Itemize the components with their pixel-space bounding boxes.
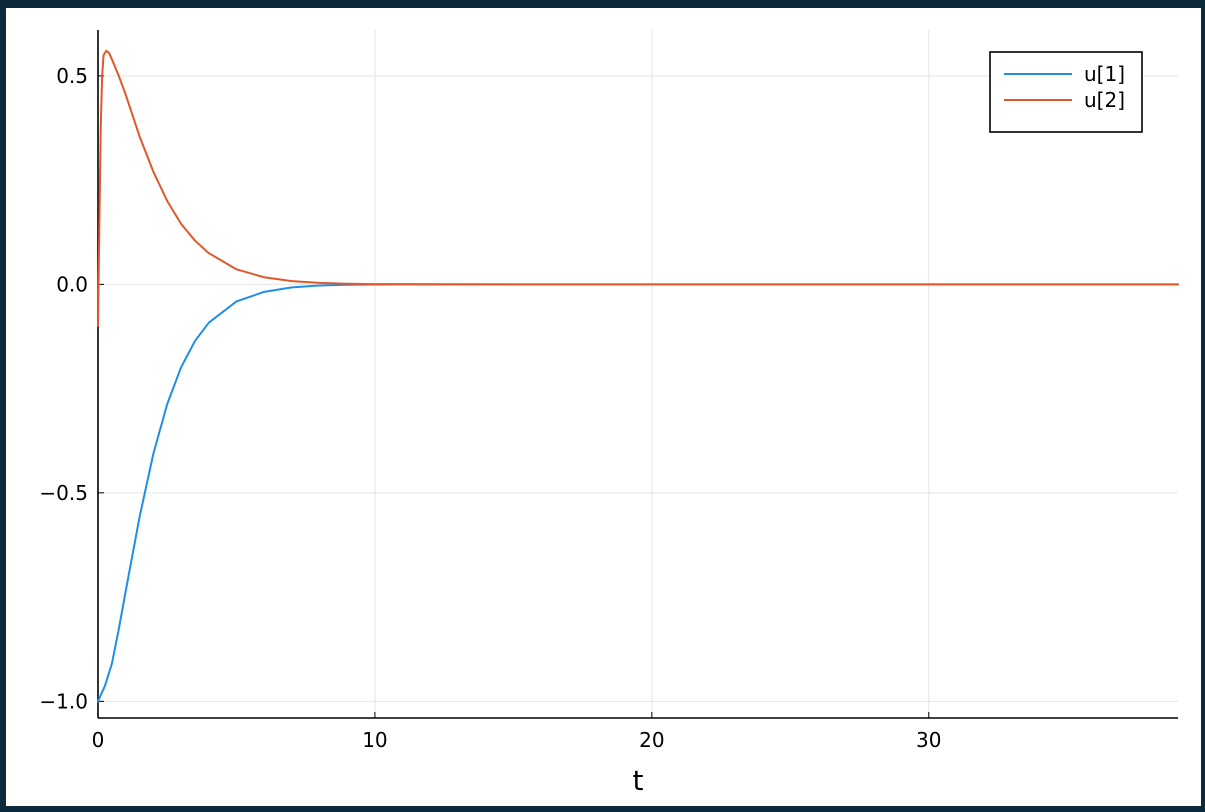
legend-label-1: u[1] bbox=[1084, 62, 1125, 86]
x-tick-label-0: 0 bbox=[92, 728, 105, 752]
grid-layer bbox=[97, 30, 1178, 718]
x-tick-label-1: 10 bbox=[362, 728, 387, 752]
series-layer bbox=[97, 49, 1179, 703]
ticks-layer: 0 10 20 30 0.5 0.0 −0.5 −1.0 bbox=[39, 64, 941, 752]
y-tick-label-3: −1.0 bbox=[39, 689, 88, 713]
x-axis-title: t bbox=[633, 764, 644, 797]
y-tick-label-0: 0.5 bbox=[56, 64, 88, 88]
legend-box bbox=[989, 51, 1143, 133]
legend-label-2: u[2] bbox=[1084, 88, 1125, 112]
x-tick-label-2: 20 bbox=[639, 728, 664, 752]
x-tick-label-3: 30 bbox=[916, 728, 941, 752]
legend: u[1]u[2] bbox=[989, 51, 1143, 133]
axes-layer bbox=[97, 30, 1178, 719]
y-tick-label-1: 0.0 bbox=[56, 272, 88, 296]
plot-card: 0 10 20 30 0.5 0.0 −0.5 −1.0 t u[1] u[2] bbox=[6, 8, 1201, 806]
series-line-2 bbox=[97, 49, 1179, 328]
line-chart: 0 10 20 30 0.5 0.0 −0.5 −1.0 t u[1]u[2] bbox=[39, 30, 1179, 797]
y-tick-label-2: −0.5 bbox=[39, 481, 88, 505]
